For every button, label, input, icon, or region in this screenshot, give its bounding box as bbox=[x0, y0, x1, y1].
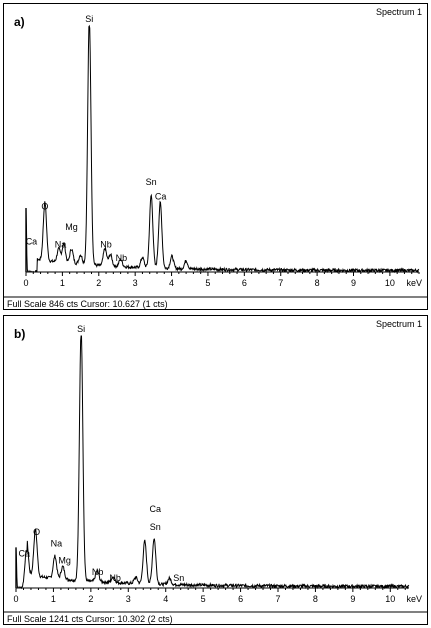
peak-label-na: Na bbox=[51, 538, 63, 548]
panel-label: a) bbox=[14, 15, 25, 29]
spectrum-plot-a: a) Spectrum 1 0 1 2 3 4 5 6 7 8 9 10 keV Si O Ca Na Mg Nb Nb… bbox=[4, 7, 427, 309]
panel-label: b) bbox=[14, 327, 25, 341]
x-tick-label: 10 bbox=[385, 594, 395, 604]
x-tick-label: 1 bbox=[60, 278, 65, 288]
spectrum-panel-b: b) Spectrum 1 0 1 2 3 4 5 6 7 8 9 10 keV Si O Ca Na Mg Nb Nb… bbox=[3, 315, 428, 625]
x-tick-label: 6 bbox=[238, 594, 243, 604]
x-tick-label: 3 bbox=[126, 594, 131, 604]
peak-label-nb: Nb bbox=[116, 253, 128, 263]
spectrum-line bbox=[25, 24, 420, 274]
x-tick-label: 0 bbox=[23, 278, 28, 288]
x-tick-label: 0 bbox=[13, 594, 18, 604]
x-axis-label: keV bbox=[406, 594, 422, 604]
peak-label-si: Si bbox=[85, 14, 93, 24]
x-tick-label: 5 bbox=[201, 594, 206, 604]
peak-label-ca: Ca bbox=[18, 549, 30, 559]
status-line: Full Scale 846 cts Cursor: 10.627 (1 cts… bbox=[7, 299, 168, 309]
peak-label-sn: Sn bbox=[150, 522, 161, 532]
peak-label-ca: Ca bbox=[155, 191, 167, 201]
x-tick-label: 9 bbox=[350, 594, 355, 604]
x-tick-label: 8 bbox=[315, 278, 320, 288]
x-tick-label: 7 bbox=[278, 278, 283, 288]
x-axis-label: keV bbox=[406, 278, 422, 288]
peak-label-na: Na bbox=[55, 239, 67, 249]
spectrum-line bbox=[15, 335, 410, 590]
peak-label-nb: Nb bbox=[109, 573, 121, 583]
x-tick-label: 4 bbox=[163, 594, 168, 604]
peak-label-mg: Mg bbox=[58, 556, 71, 566]
x-tick-label: 4 bbox=[169, 278, 174, 288]
x-tick-label: 2 bbox=[96, 278, 101, 288]
x-tick-label: 1 bbox=[51, 594, 56, 604]
peak-label-nb: Nb bbox=[92, 567, 104, 577]
x-tick-label: 5 bbox=[205, 278, 210, 288]
peak-label-o: O bbox=[33, 527, 40, 537]
peak-label-si: Si bbox=[77, 324, 85, 334]
peak-label-ca: Ca bbox=[149, 504, 161, 514]
spectrum-plot-b: b) Spectrum 1 0 1 2 3 4 5 6 7 8 9 10 keV Si O Ca Na Mg Nb Nb… bbox=[4, 319, 427, 624]
spectrum-title: Spectrum 1 bbox=[376, 319, 422, 329]
x-tick-label: 2 bbox=[88, 594, 93, 604]
x-tick-label: 6 bbox=[242, 278, 247, 288]
x-tick-label: 10 bbox=[385, 278, 395, 288]
peak-label-nb: Nb bbox=[100, 239, 112, 249]
x-tick-label: 9 bbox=[351, 278, 356, 288]
status-line: Full Scale 1241 cts Cursor: 10.302 (2 ct… bbox=[7, 614, 173, 624]
peak-label-sn: Sn bbox=[146, 177, 157, 187]
x-tick-label: 8 bbox=[313, 594, 318, 604]
x-tick-label: 3 bbox=[133, 278, 138, 288]
peak-label-o: O bbox=[41, 201, 48, 211]
spectrum-panel-a: a) Spectrum 1 0 1 2 3 4 5 6 7 8 9 10 keV Si O Ca Na Mg Nb Nb… bbox=[3, 3, 428, 310]
peak-label-sn: Sn bbox=[173, 573, 184, 583]
peak-label-ca: Ca bbox=[26, 236, 38, 246]
peak-label-mg: Mg bbox=[65, 222, 78, 232]
x-tick-label: 7 bbox=[275, 594, 280, 604]
spectrum-title: Spectrum 1 bbox=[376, 7, 422, 17]
